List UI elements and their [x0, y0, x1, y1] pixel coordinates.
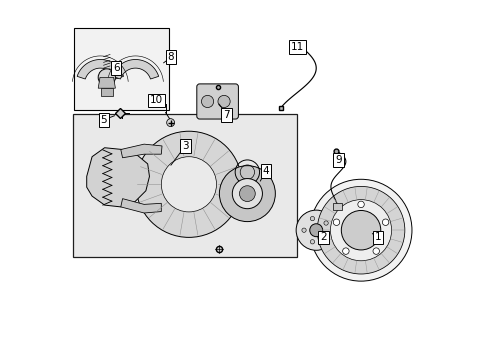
Circle shape: [309, 179, 411, 281]
Circle shape: [296, 210, 336, 250]
Circle shape: [98, 69, 115, 86]
Polygon shape: [86, 148, 149, 207]
Circle shape: [342, 248, 348, 254]
Text: 8: 8: [167, 52, 174, 62]
Circle shape: [357, 201, 364, 208]
Circle shape: [341, 211, 380, 250]
Text: 3: 3: [182, 141, 188, 151]
Circle shape: [309, 224, 322, 237]
FancyBboxPatch shape: [74, 28, 169, 110]
Circle shape: [330, 200, 391, 261]
Text: 11: 11: [290, 42, 304, 52]
Text: 5: 5: [101, 115, 107, 125]
Circle shape: [219, 166, 275, 222]
Polygon shape: [98, 77, 115, 88]
FancyBboxPatch shape: [196, 84, 238, 119]
Polygon shape: [121, 199, 161, 213]
Text: 7: 7: [223, 110, 229, 120]
Circle shape: [218, 95, 230, 108]
Text: 10: 10: [150, 95, 163, 105]
Circle shape: [323, 235, 327, 239]
Text: 1: 1: [374, 232, 381, 242]
Polygon shape: [77, 59, 123, 79]
Text: 2: 2: [320, 232, 326, 242]
Circle shape: [301, 228, 305, 232]
FancyBboxPatch shape: [73, 114, 297, 257]
Polygon shape: [112, 59, 158, 79]
Text: 9: 9: [334, 155, 341, 165]
Circle shape: [382, 219, 388, 225]
Circle shape: [317, 186, 404, 274]
Circle shape: [166, 119, 174, 127]
Circle shape: [201, 95, 213, 108]
Circle shape: [310, 216, 314, 221]
Polygon shape: [121, 144, 162, 158]
FancyBboxPatch shape: [333, 203, 341, 211]
Text: 4: 4: [262, 166, 269, 176]
Circle shape: [232, 179, 262, 209]
Circle shape: [333, 219, 339, 225]
Circle shape: [239, 186, 255, 202]
Polygon shape: [101, 88, 113, 96]
Circle shape: [323, 221, 327, 225]
Circle shape: [161, 157, 216, 212]
Circle shape: [310, 240, 314, 244]
Circle shape: [372, 248, 379, 254]
Text: 6: 6: [113, 63, 119, 73]
Circle shape: [136, 131, 242, 237]
